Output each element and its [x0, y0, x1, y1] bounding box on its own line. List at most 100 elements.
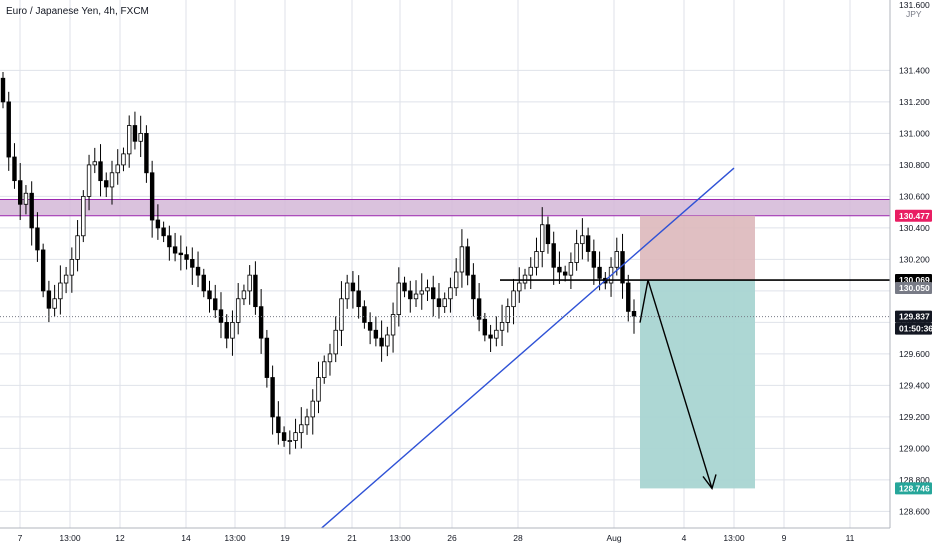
candle-body — [631, 310, 637, 317]
candle — [591, 239, 597, 285]
candle — [58, 265, 63, 315]
candle — [545, 216, 551, 254]
price-badge-label-target: 128.746 — [899, 483, 930, 493]
candle-body — [35, 227, 40, 251]
candle-body — [58, 282, 63, 300]
candle — [562, 265, 568, 282]
candle — [316, 361, 321, 414]
short-position-tool[interactable] — [640, 215, 755, 489]
price-tick-label: 130.600 — [899, 191, 930, 201]
projection-arrow — [639, 279, 713, 489]
candle-body — [247, 274, 252, 292]
candle — [442, 292, 447, 313]
price-badge-stop-line — [895, 282, 932, 295]
candle — [241, 284, 247, 306]
candles — [0, 71, 637, 455]
price-tick-label: 130.800 — [899, 160, 930, 170]
candle-body — [29, 192, 34, 229]
candle — [327, 343, 333, 376]
time-tick-label: 21 — [347, 533, 357, 543]
candle — [465, 238, 470, 286]
candle — [436, 283, 442, 319]
candle — [92, 147, 97, 174]
time-tick-label: 4 — [682, 533, 687, 543]
time-axis-background — [0, 528, 932, 550]
candle — [40, 243, 46, 298]
candle-body — [545, 224, 551, 245]
time-tick-label: 13:00 — [723, 533, 745, 543]
candle — [281, 426, 287, 447]
candle — [626, 274, 631, 322]
candle-body — [448, 287, 453, 300]
candle-body — [281, 432, 287, 441]
candle — [86, 154, 92, 211]
candle — [247, 265, 252, 305]
candle-body — [614, 251, 619, 268]
candle-body — [494, 329, 499, 339]
candle-body — [379, 337, 384, 347]
candle-body — [190, 258, 195, 268]
candle — [528, 257, 533, 290]
candle-body — [293, 432, 298, 441]
candle — [494, 316, 499, 347]
symbol-title: Euro / Japanese Yen, 4h, FXCM — [6, 6, 149, 17]
candle — [195, 251, 201, 288]
resistance-zone — [0, 199, 890, 216]
candle — [52, 284, 57, 317]
candle — [172, 232, 178, 262]
price-badge-zone-top — [895, 209, 932, 222]
drawings[interactable] — [0, 167, 890, 531]
candle-body — [92, 161, 97, 166]
candle — [304, 408, 310, 435]
candle-body — [161, 227, 166, 237]
candle-body — [431, 287, 436, 300]
candle — [482, 312, 488, 342]
candle-body — [597, 266, 602, 279]
candle — [29, 181, 34, 246]
candle — [402, 276, 407, 298]
candle-body — [241, 290, 247, 300]
candle-body — [75, 235, 80, 260]
candle — [98, 144, 103, 197]
candle — [161, 221, 166, 243]
candle-body — [253, 274, 258, 308]
candle-body — [402, 282, 407, 292]
candle-body — [517, 282, 522, 292]
candle-body — [132, 125, 138, 142]
price-tick-label: 129.200 — [899, 412, 930, 422]
candle-body — [115, 164, 120, 174]
candle — [6, 91, 11, 171]
candle-body — [333, 329, 338, 355]
candle-body — [264, 337, 270, 378]
candle-body — [52, 298, 57, 309]
candle — [35, 212, 40, 262]
time-axis[interactable]: 7 13:00 12 14 13:00 19 21 13:00 26 28 Aug 4 13:00 9 11 — [0, 527, 932, 550]
candle — [431, 275, 436, 317]
candle — [270, 365, 275, 435]
candle-body — [585, 235, 591, 252]
candle — [0, 71, 6, 109]
candle-body — [436, 298, 442, 308]
candle — [207, 280, 212, 313]
candle — [149, 160, 155, 238]
time-tick-label: 11 — [846, 533, 855, 543]
price-tick-label: 130.200 — [899, 254, 930, 264]
candle-body — [522, 274, 528, 284]
candle-body — [6, 101, 11, 158]
candle — [597, 251, 602, 291]
time-tick-label: 26 — [447, 533, 457, 543]
candle-body — [505, 306, 510, 323]
candle — [264, 329, 270, 388]
candle — [580, 218, 585, 260]
candle — [213, 284, 218, 318]
candle — [69, 247, 75, 293]
candle — [121, 147, 126, 172]
candle — [367, 312, 373, 345]
candle — [23, 185, 29, 215]
candle — [339, 281, 344, 347]
candle — [585, 227, 591, 262]
candle-body — [258, 306, 264, 339]
time-tick-label: 28 — [513, 533, 523, 543]
